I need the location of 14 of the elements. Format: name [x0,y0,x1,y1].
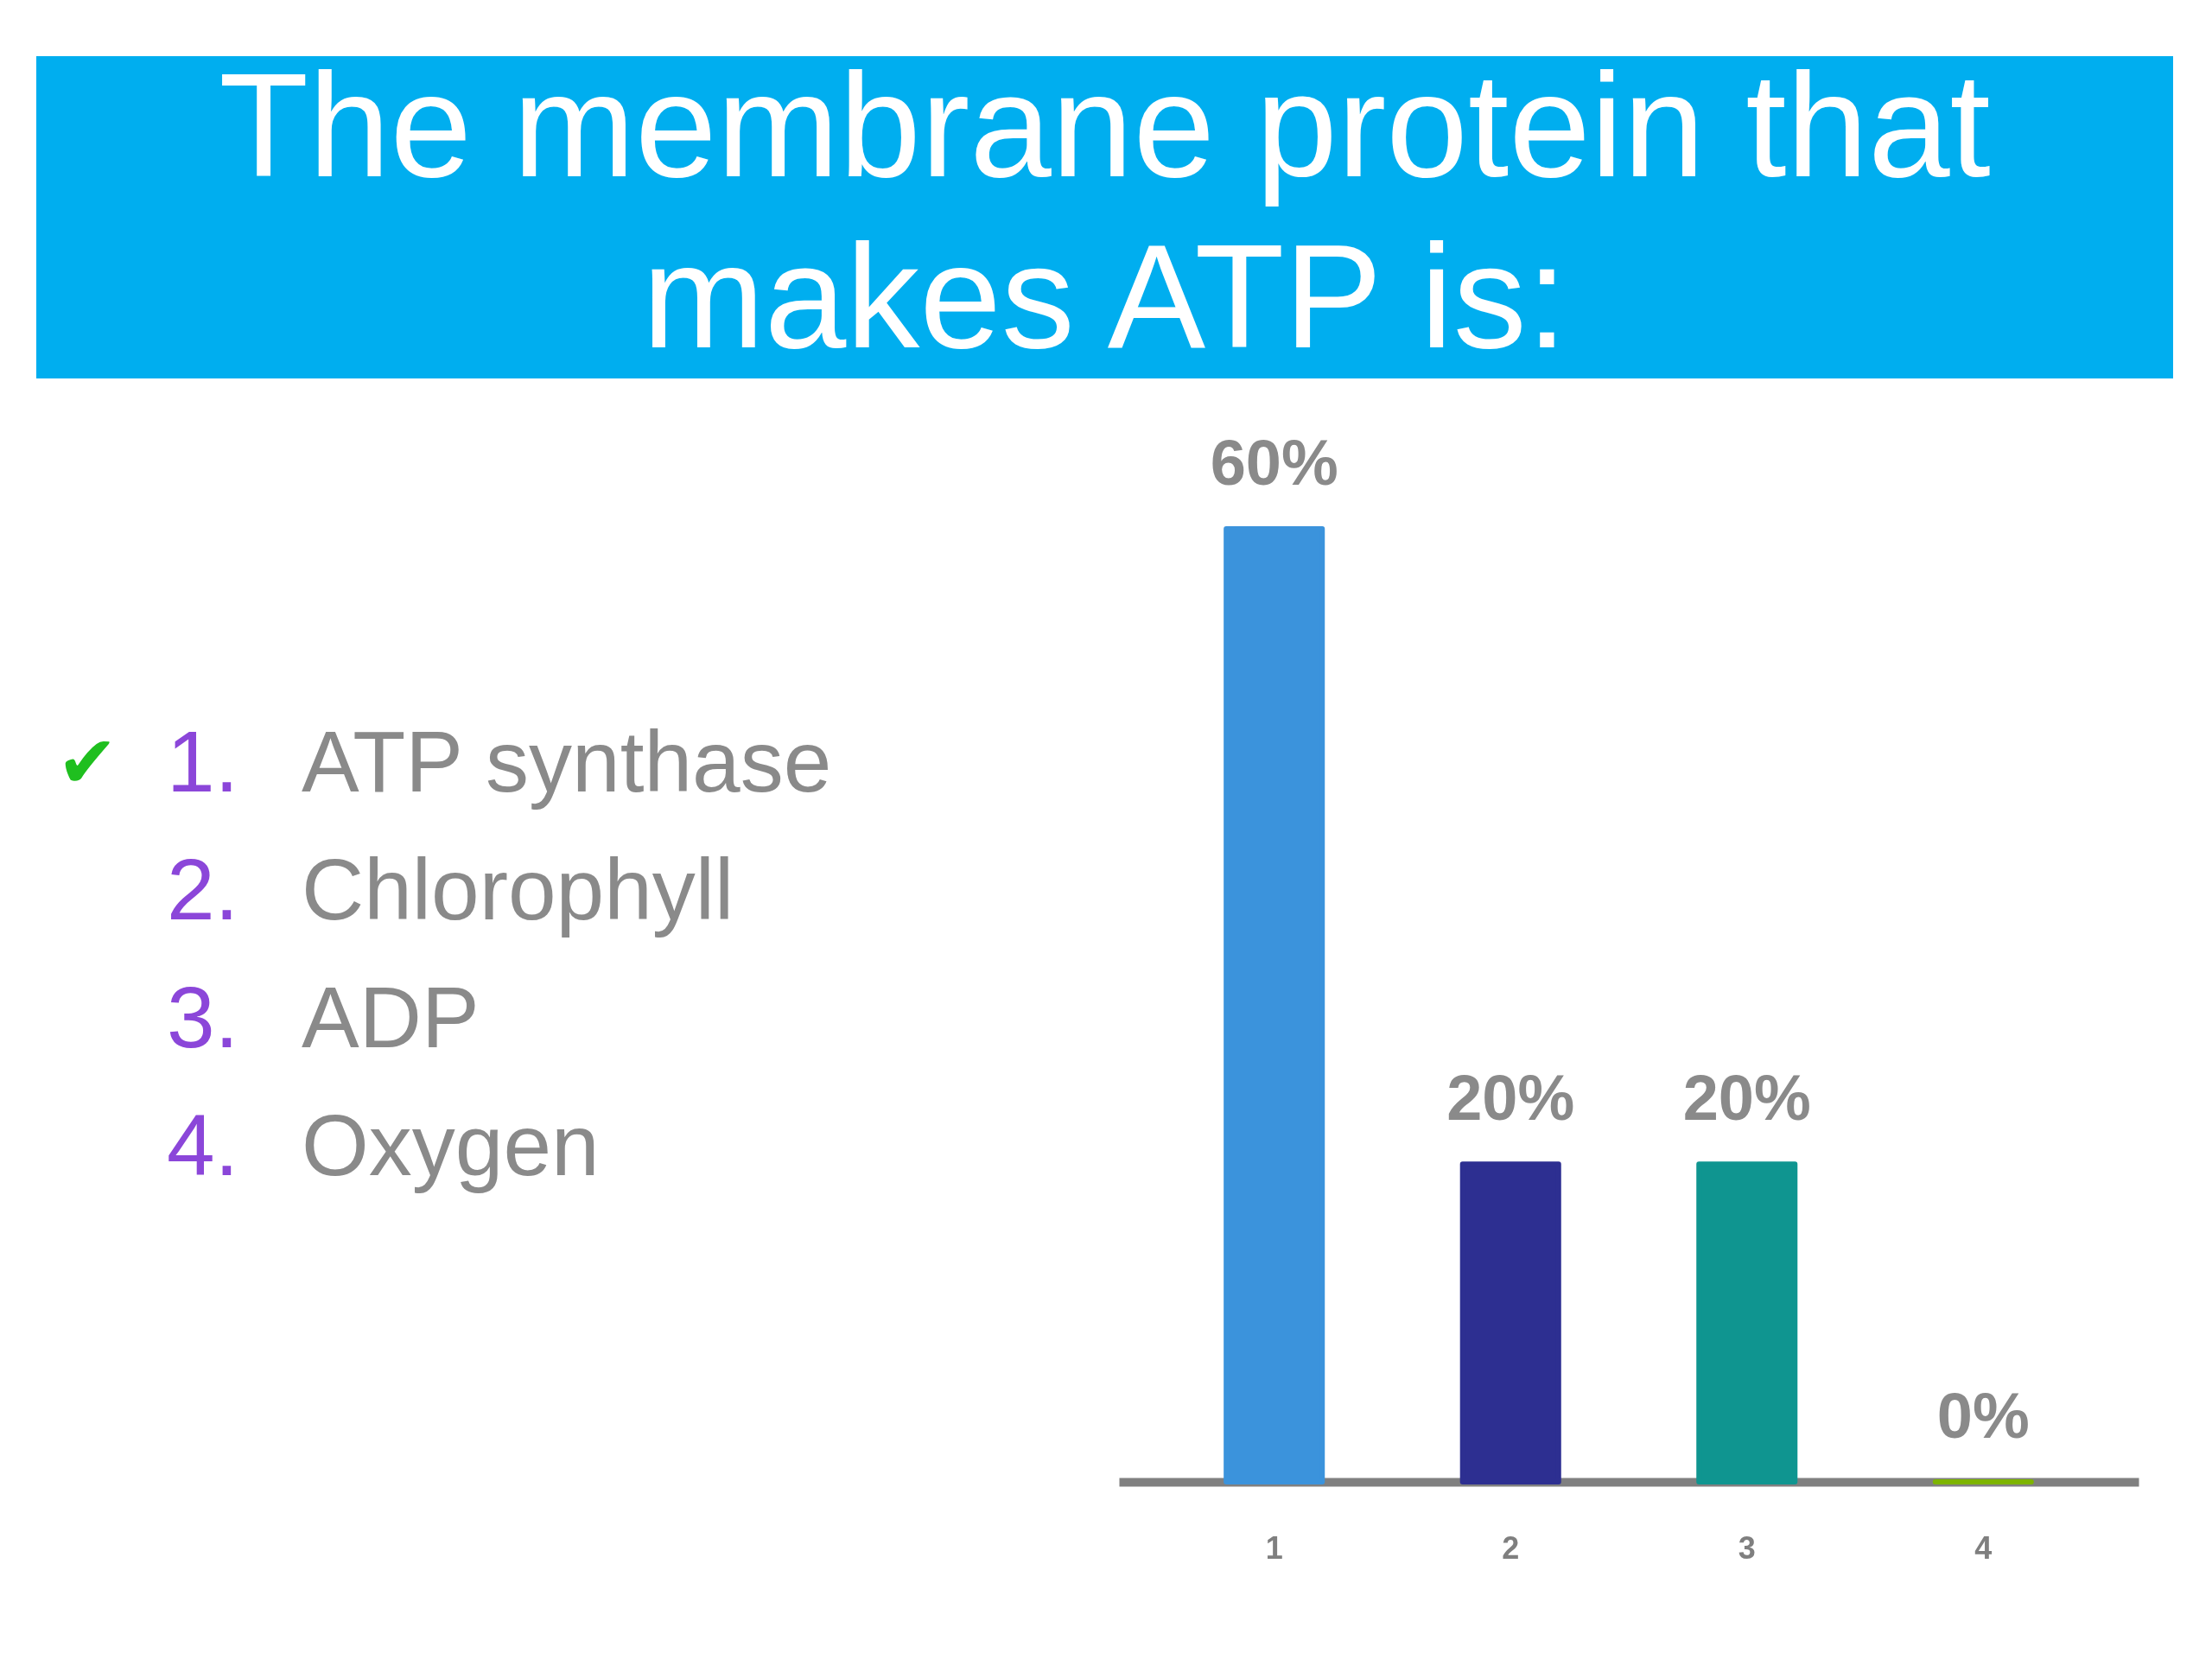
chart-title: The membrane protein that makes ATP is: [219,42,1991,378]
text: 4. Oxygen [167,1096,600,1193]
x-tick-label: 1 [1265,1529,1283,1566]
x-tick-label: 2 [1502,1529,1520,1566]
text: 1. ATP synthase [167,713,832,810]
data-label: 20% [1446,1062,1575,1135]
x-tick-label: 3 [1738,1529,1756,1566]
x-tick-label: 4 [1974,1529,1993,1566]
text: ✔ [57,720,118,804]
data-label: 20% [1682,1062,1811,1135]
text: 3. ADP [167,969,480,1065]
text: 2. Chlorophyll [167,841,734,938]
data-label: 0% [1936,1380,2030,1452]
data-label: 60% [1210,427,1338,499]
